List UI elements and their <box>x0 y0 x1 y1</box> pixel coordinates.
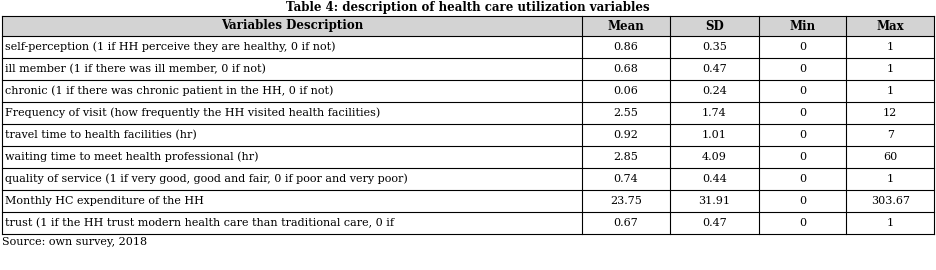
Text: 0: 0 <box>799 64 806 74</box>
Text: trust (1 if the HH trust modern health care than traditional care, 0 if: trust (1 if the HH trust modern health c… <box>5 218 394 228</box>
Text: Frequency of visit (how frequently the HH visited health facilities): Frequency of visit (how frequently the H… <box>5 108 380 118</box>
Text: 0.47: 0.47 <box>702 218 727 228</box>
Text: travel time to health facilities (hr): travel time to health facilities (hr) <box>5 130 197 140</box>
Text: 2.55: 2.55 <box>613 108 638 118</box>
Text: 0.47: 0.47 <box>702 64 727 74</box>
Bar <box>2 80 934 102</box>
Text: 23.75: 23.75 <box>610 196 642 206</box>
Text: SD: SD <box>705 19 724 32</box>
Text: 31.91: 31.91 <box>698 196 730 206</box>
Text: 1: 1 <box>886 42 894 52</box>
Text: 0: 0 <box>799 218 806 228</box>
Text: 1: 1 <box>886 174 894 184</box>
Text: Min: Min <box>790 19 815 32</box>
Bar <box>2 36 934 58</box>
Text: 1.01: 1.01 <box>702 130 727 140</box>
Text: 1: 1 <box>886 218 894 228</box>
Bar <box>2 212 934 234</box>
Text: 1: 1 <box>886 86 894 96</box>
Text: waiting time to meet health professional (hr): waiting time to meet health professional… <box>5 152 258 162</box>
Text: 0: 0 <box>799 196 806 206</box>
Text: 0: 0 <box>799 86 806 96</box>
Text: 4.09: 4.09 <box>702 152 727 162</box>
Text: 0: 0 <box>799 152 806 162</box>
Text: 0.74: 0.74 <box>614 174 638 184</box>
Text: 0.86: 0.86 <box>613 42 638 52</box>
Bar <box>2 16 934 36</box>
Text: 0.06: 0.06 <box>613 86 638 96</box>
Text: 12: 12 <box>883 108 898 118</box>
Text: 0.44: 0.44 <box>702 174 727 184</box>
Text: ill member (1 if there was ill member, 0 if not): ill member (1 if there was ill member, 0… <box>5 64 266 74</box>
Text: Source: own survey, 2018: Source: own survey, 2018 <box>2 237 147 247</box>
Text: 1: 1 <box>886 64 894 74</box>
Text: Max: Max <box>876 19 904 32</box>
Text: 0.92: 0.92 <box>613 130 638 140</box>
Bar <box>2 190 934 212</box>
Text: 2.85: 2.85 <box>613 152 638 162</box>
Text: 0.24: 0.24 <box>702 86 727 96</box>
Text: 0: 0 <box>799 130 806 140</box>
Bar <box>2 168 934 190</box>
Bar <box>2 124 934 146</box>
Text: 303.67: 303.67 <box>870 196 910 206</box>
Text: 60: 60 <box>883 152 898 162</box>
Bar <box>2 58 934 80</box>
Text: Variables Description: Variables Description <box>221 19 363 32</box>
Text: self-perception (1 if HH perceive they are healthy, 0 if not): self-perception (1 if HH perceive they a… <box>5 42 335 52</box>
Text: 0: 0 <box>799 108 806 118</box>
Text: chronic (1 if there was chronic patient in the HH, 0 if not): chronic (1 if there was chronic patient … <box>5 86 333 96</box>
Text: quality of service (1 if very good, good and fair, 0 if poor and very poor): quality of service (1 if very good, good… <box>5 174 408 184</box>
Text: Table 4: description of health care utilization variables: Table 4: description of health care util… <box>286 2 650 15</box>
Text: Monthly HC expenditure of the HH: Monthly HC expenditure of the HH <box>5 196 204 206</box>
Text: 0.67: 0.67 <box>614 218 638 228</box>
Text: 0: 0 <box>799 174 806 184</box>
Text: 0: 0 <box>799 42 806 52</box>
Bar <box>2 146 934 168</box>
Text: Mean: Mean <box>607 19 644 32</box>
Text: 7: 7 <box>886 130 894 140</box>
Text: 0.35: 0.35 <box>702 42 727 52</box>
Bar <box>2 102 934 124</box>
Text: 0.68: 0.68 <box>613 64 638 74</box>
Text: 1.74: 1.74 <box>702 108 727 118</box>
